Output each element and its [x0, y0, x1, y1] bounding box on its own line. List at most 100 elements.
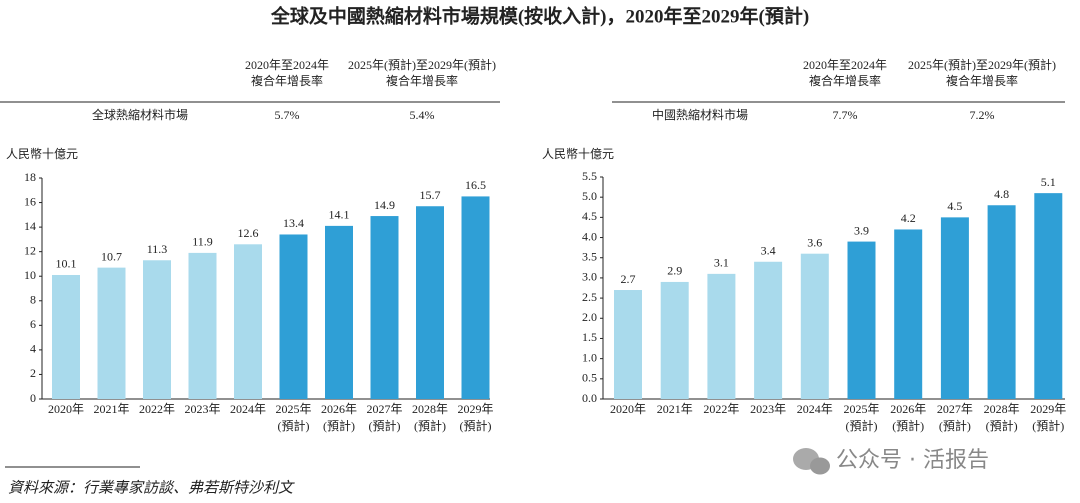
y-tick-label: 8: [30, 293, 36, 307]
table-header: 複合年增長率: [809, 73, 881, 88]
table-cell: 5.4%: [410, 108, 435, 122]
x-tick-label: 2021年: [657, 402, 693, 416]
y-axis-label: 人民幣十億元: [542, 147, 614, 161]
data-label: 13.4: [283, 216, 304, 230]
x-tick-label: (預計): [323, 418, 355, 433]
table-header: 2020年至2024年: [245, 58, 329, 72]
data-label: 2.9: [667, 264, 682, 278]
watermark: 公众号 · 活报告: [836, 448, 989, 473]
y-tick-label: 2: [30, 366, 36, 380]
table-header: 2025年(預計)至2029年(預計): [908, 57, 1056, 72]
y-tick-label: 14: [24, 219, 36, 233]
bar: [894, 229, 923, 399]
data-label: 11.9: [192, 235, 213, 249]
x-tick-label: 2024年: [230, 402, 266, 416]
x-tick-label: 2027年: [366, 402, 402, 416]
bar: [143, 260, 171, 399]
y-tick-label: 5.5: [582, 169, 597, 183]
bar: [754, 261, 783, 399]
bar: [188, 252, 217, 399]
bar: [97, 267, 126, 399]
x-tick-label: 2025年: [275, 402, 311, 416]
y-tick-label: 0: [30, 391, 36, 405]
data-label: 4.2: [901, 211, 916, 225]
bar: [325, 225, 353, 399]
y-tick-label: 5.0: [582, 189, 597, 203]
y-tick-label: 1.5: [582, 330, 597, 344]
table-header: 複合年增長率: [946, 73, 1018, 88]
y-tick-label: 4: [30, 342, 36, 356]
x-tick-label: 2020年: [610, 402, 646, 416]
x-tick-label: 2023年: [750, 402, 786, 416]
x-tick-label: 2022年: [703, 402, 739, 416]
y-tick-label: 10: [24, 268, 36, 282]
bar: [416, 206, 444, 399]
x-tick-label: (預計): [939, 418, 971, 433]
table-cell: 7.2%: [970, 108, 995, 122]
x-tick-label: 2022年: [139, 402, 175, 416]
x-tick-label: 2029年: [457, 402, 493, 416]
data-label: 10.7: [101, 249, 122, 263]
x-tick-label: 2026年: [890, 402, 926, 416]
bar: [279, 234, 308, 399]
y-tick-label: 0.5: [582, 371, 597, 385]
data-label: 4.8: [994, 187, 1009, 201]
bar: [660, 281, 689, 399]
x-tick-label: (預計): [414, 418, 446, 433]
bar: [987, 205, 1016, 399]
x-tick-label: (預計): [846, 418, 878, 433]
y-tick-label: 16: [24, 194, 36, 208]
x-tick-label: 2026年: [321, 402, 357, 416]
y-tick-label: 3.0: [582, 270, 597, 284]
y-tick-label: 2.0: [582, 310, 597, 324]
watermark-icon: [793, 448, 830, 475]
table-row-label: 全球熱縮材料市場: [92, 107, 188, 122]
bar: [461, 196, 490, 399]
bar: [234, 244, 262, 399]
bar: [940, 217, 969, 399]
bar: [370, 216, 399, 399]
y-tick-label: 4.5: [582, 209, 597, 223]
data-label: 15.7: [420, 188, 441, 202]
y-tick-label: 18: [24, 170, 36, 184]
x-tick-label: (預計): [892, 418, 924, 433]
x-tick-label: 2020年: [48, 402, 84, 416]
data-label: 10.1: [56, 257, 77, 271]
source: 資料來源：行業專家訪談、弗若斯特沙利文: [8, 479, 295, 496]
table-header: 2020年至2024年: [803, 58, 887, 72]
y-tick-label: 1.0: [582, 350, 597, 364]
bar: [614, 290, 642, 399]
x-tick-label: 2024年: [797, 402, 833, 416]
bar: [707, 273, 736, 399]
x-tick-label: 2028年: [412, 402, 448, 416]
data-label: 14.1: [329, 208, 350, 222]
y-tick-label: 6: [30, 317, 36, 331]
x-tick-label: (預計): [1032, 418, 1064, 433]
y-axis-label: 人民幣十億元: [6, 147, 78, 161]
data-label: 3.4: [761, 244, 776, 258]
data-label: 11.3: [147, 242, 168, 256]
data-label: 16.5: [465, 178, 486, 192]
x-tick-label: 2029年: [1030, 402, 1066, 416]
table-cell: 5.7%: [275, 108, 300, 122]
table-header: 2025年(預計)至2029年(預計): [348, 57, 496, 72]
x-tick-label: 2025年: [843, 402, 879, 416]
data-label: 5.1: [1041, 175, 1056, 189]
table-cell: 7.7%: [833, 108, 858, 122]
y-tick-label: 4.0: [582, 229, 597, 243]
bar: [847, 241, 876, 399]
y-tick-label: 2.5: [582, 290, 597, 304]
table-header: 複合年增長率: [251, 73, 323, 88]
data-label: 3.1: [714, 256, 729, 270]
bar: [1034, 193, 1063, 399]
x-tick-label: (預計): [278, 418, 310, 433]
x-tick-label: (預計): [986, 418, 1018, 433]
table-row-label: 中國熱縮材料市場: [652, 107, 748, 122]
x-tick-label: 2021年: [93, 402, 129, 416]
x-tick-label: 2028年: [984, 402, 1020, 416]
bar: [52, 274, 80, 399]
y-tick-label: 12: [24, 243, 36, 257]
x-tick-label: (預計): [460, 418, 492, 433]
table-header: 複合年增長率: [386, 73, 458, 88]
